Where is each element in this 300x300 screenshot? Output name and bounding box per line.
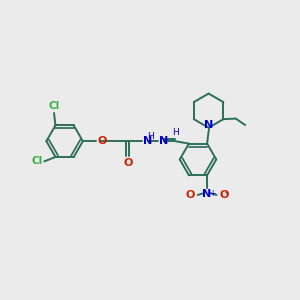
Text: H: H (147, 132, 154, 141)
Text: O: O (185, 190, 195, 200)
Text: Cl: Cl (32, 156, 43, 167)
Text: +: + (209, 189, 216, 198)
Text: O: O (98, 136, 107, 146)
Text: N: N (159, 136, 168, 146)
Text: O: O (124, 158, 133, 168)
Text: Cl: Cl (48, 101, 60, 111)
Text: O: O (220, 190, 229, 200)
Text: H: H (172, 128, 178, 137)
Text: -: - (224, 188, 228, 198)
Text: N: N (142, 136, 152, 146)
Text: N: N (202, 189, 212, 199)
Text: N: N (204, 120, 213, 130)
